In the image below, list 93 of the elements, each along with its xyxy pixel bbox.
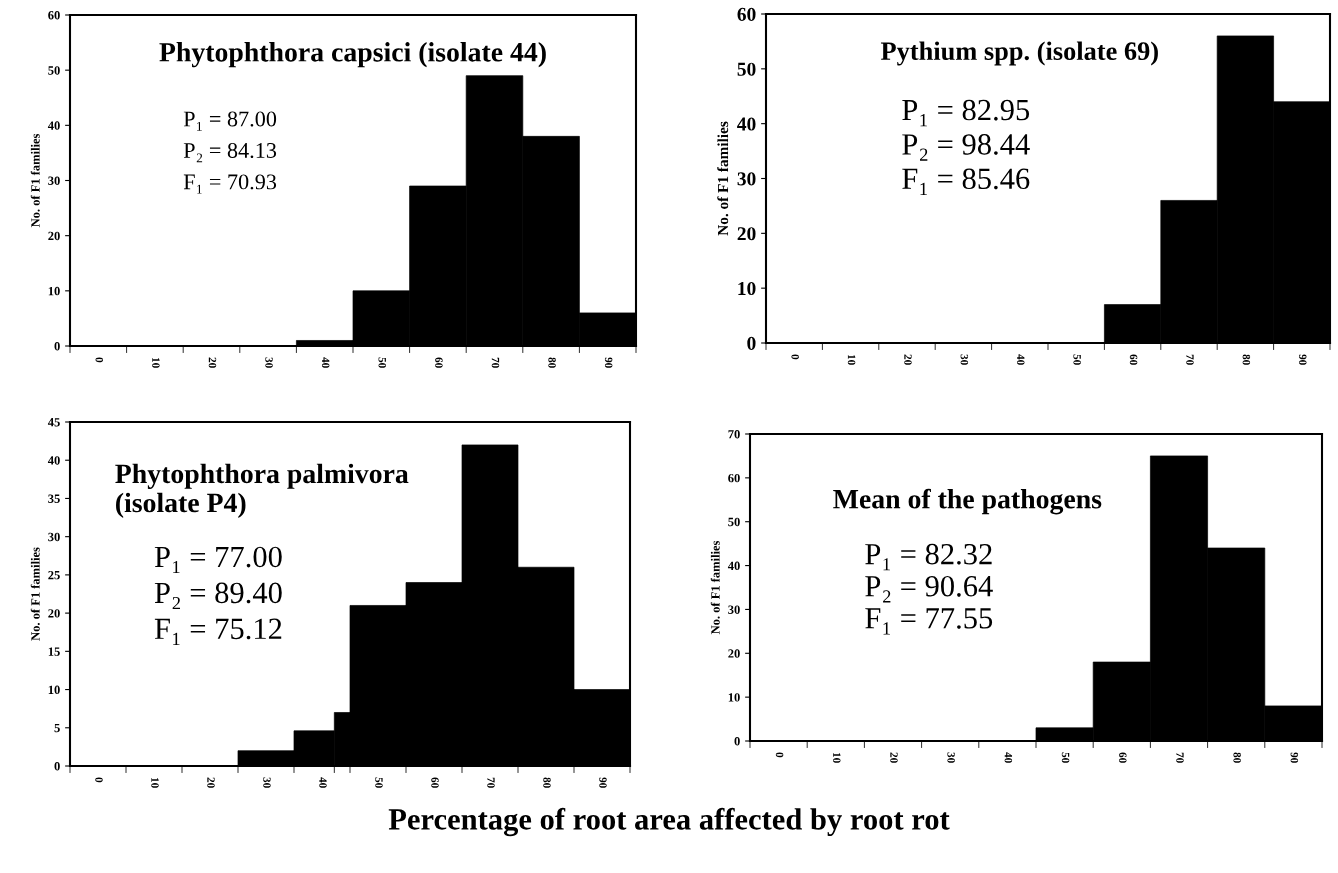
annotation: P₂ = 84.13	[183, 142, 277, 163]
annotation: F₁ = 77.55	[865, 608, 993, 635]
x-tick-label: 40	[319, 777, 327, 788]
y-tick-label: 15	[48, 647, 60, 656]
y-tick-label: 40	[737, 117, 756, 131]
x-tick-label: 70	[487, 777, 495, 788]
x-tick-label: 80	[1233, 752, 1241, 763]
x-tick-label: 60	[1119, 752, 1127, 763]
y-axis-title: No. of F1 families	[30, 133, 40, 228]
y-tick-label: 5	[54, 723, 60, 733]
annotation: F₁ = 85.46	[902, 168, 1030, 195]
x-tick-label: 10	[151, 778, 159, 788]
annotation: P₁ = 87.00	[183, 111, 277, 131]
x-tick-label: 10	[847, 355, 856, 365]
y-tick-label: 40	[47, 121, 60, 130]
x-tick-label: 0	[95, 777, 103, 783]
x-tick-label: 60	[1129, 354, 1138, 365]
y-tick-label: 25	[48, 570, 60, 580]
x-tick-label: 30	[960, 354, 969, 365]
x-tick-label: 70	[491, 357, 500, 368]
x-tick-label: 80	[548, 357, 556, 368]
x-tick-label: 90	[1299, 354, 1307, 365]
x-tick-label: 0	[791, 354, 799, 360]
x-tick-label: 60	[431, 777, 439, 788]
y-tick-label: 10	[48, 685, 60, 695]
y-tick-label: 10	[48, 286, 60, 296]
y-tick-label: 20	[737, 227, 756, 241]
y-tick-label: 40	[727, 561, 740, 571]
y-tick-label: 35	[48, 494, 60, 503]
x-tick-label: 90	[1290, 752, 1299, 763]
annotation: P₁ = 82.32	[865, 543, 992, 571]
x-tick-label: 50	[1061, 752, 1070, 763]
annotation: F₁ = 70.93	[183, 174, 277, 194]
y-tick-label: 45	[47, 418, 60, 427]
x-tick-label: 50	[375, 777, 383, 788]
x-tick-label: 50	[378, 357, 387, 368]
y-tick-label: 60	[728, 473, 740, 483]
y-tick-label: 10	[728, 693, 740, 702]
y-tick-label: 0	[54, 762, 60, 771]
x-tick-label: 10	[833, 753, 841, 763]
text: Pythium spp. (isolate 69)	[880, 41, 1158, 66]
x-tick-label: 20	[904, 354, 912, 365]
y-tick-label: 10	[738, 281, 756, 296]
x-tick-label: 90	[599, 777, 607, 788]
x-tick-label: 80	[1242, 354, 1251, 365]
y-tick-label: 60	[48, 11, 60, 20]
annotation: P₂ = 90.64	[865, 575, 993, 603]
x-tick-label: 20	[208, 357, 217, 368]
x-tick-label: 20	[207, 777, 215, 788]
x-tick-label: 50	[1073, 354, 1081, 365]
x-tick-label: 70	[1186, 354, 1194, 365]
y-tick-label: 30	[728, 605, 740, 614]
y-axis-title: No. of F1 families	[717, 121, 729, 236]
annotation: F₁ = 75.12	[154, 618, 282, 645]
y-axis-title: No. of F1 families	[30, 547, 40, 641]
y-tick-label: 40	[47, 456, 60, 465]
y-tick-label: 0	[747, 336, 756, 350]
text: Phytophthora capsici (isolate 44)	[159, 42, 546, 68]
y-tick-label: 20	[728, 649, 740, 658]
x-tick-label: 30	[947, 752, 955, 763]
x-tick-label: 70	[1176, 752, 1184, 763]
x-tick-label: 90	[604, 357, 613, 368]
y-tick-label: 0	[54, 342, 60, 351]
annotation: P₁ = 82.95	[902, 99, 1030, 127]
x-tick-label: 40	[1004, 752, 1013, 763]
text: Mean of the pathogens	[833, 488, 1102, 515]
y-tick-label: 20	[48, 231, 60, 241]
y-tick-label: 60	[737, 7, 756, 21]
x-tick-label: 40	[1017, 354, 1025, 365]
y-tick-label: 50	[48, 66, 60, 75]
x-tick-label: 80	[543, 777, 551, 788]
x-tick-label: 20	[890, 752, 898, 763]
y-tick-label: 0	[734, 737, 740, 746]
text: Phytophthora palmivora (isolate P4)	[115, 463, 409, 518]
y-tick-label: 50	[737, 62, 756, 76]
y-tick-label: 50	[728, 517, 740, 527]
x-tick-label: 40	[321, 357, 330, 368]
y-tick-label: 20	[48, 609, 60, 618]
annotation: P₂ = 98.44	[902, 134, 1030, 161]
x-tick-label: 10	[152, 358, 160, 368]
text: Percentage of root area affected by root rot	[388, 807, 950, 837]
y-tick-label: 30	[737, 172, 756, 186]
x-tick-label: 30	[265, 357, 273, 368]
y-tick-label: 30	[48, 176, 60, 185]
y-axis-title: No. of F1 families	[710, 540, 720, 635]
annotation: P₂ = 89.40	[154, 582, 282, 610]
y-tick-label: 30	[48, 532, 60, 542]
annotation: P₁ = 77.00	[154, 546, 282, 574]
y-tick-label: 70	[728, 430, 740, 439]
x-tick-label: 0	[775, 752, 784, 758]
x-tick-label: 60	[435, 357, 443, 368]
x-tick-label: 0	[95, 357, 104, 363]
x-tick-label: 30	[263, 777, 271, 788]
